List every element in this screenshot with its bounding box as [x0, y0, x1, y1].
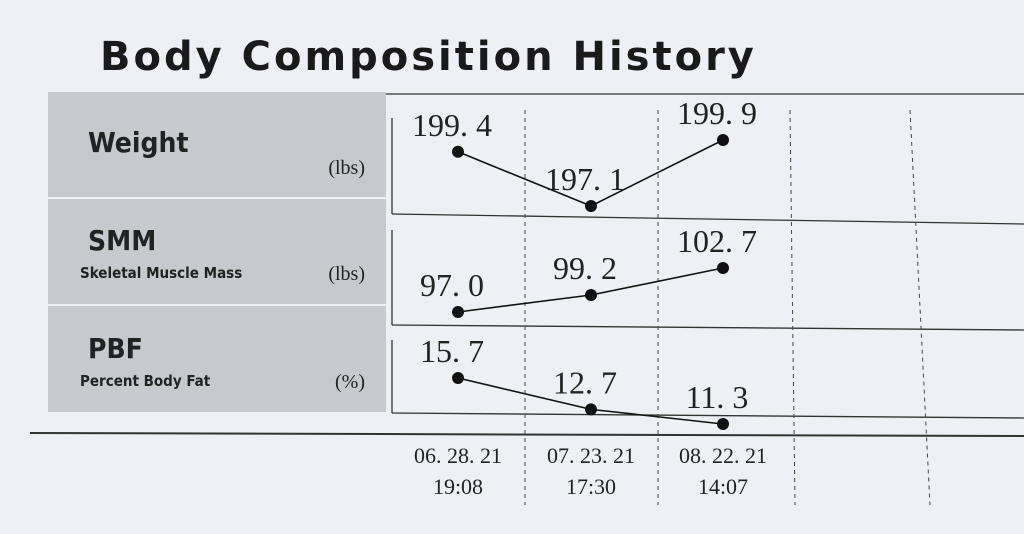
time: 19:08 [433, 474, 483, 499]
data-point [452, 145, 464, 158]
label-panel [48, 92, 386, 412]
data-point [585, 403, 597, 416]
row-label: PBF [88, 332, 143, 365]
data-point [717, 134, 729, 146]
value-label: 99. 2 [553, 250, 617, 286]
value-label: 15. 7 [420, 333, 484, 369]
row-unit: (lbs) [328, 263, 365, 285]
data-point [452, 306, 464, 318]
value-label: 11. 3 [686, 379, 749, 415]
data-point [717, 418, 729, 430]
row-unit: (%) [335, 371, 365, 393]
data-point [585, 289, 597, 302]
time: 17:30 [566, 474, 616, 499]
data-point [585, 200, 597, 212]
value-label: 12. 7 [553, 364, 617, 400]
date: 06. 28. 21 [414, 443, 502, 468]
date: 08. 22. 21 [679, 443, 767, 468]
dashed-dividers [524, 109, 931, 506]
grid [29, 93, 1024, 437]
row-label: SMM [88, 224, 156, 257]
content: Weight (lbs) 199. 4 197. 1 199. 9 SMM Skeletal… [80, 95, 767, 499]
row-sublabel: Skeletal Muscle Mass [80, 264, 242, 282]
data-point [717, 262, 729, 274]
title: Body Composition History [100, 34, 757, 80]
value-label: 199. 4 [412, 107, 492, 143]
row-unit: (lbs) [328, 157, 365, 179]
row-sublabel: Percent Body Fat [80, 372, 211, 390]
value-label: 199. 9 [677, 95, 757, 131]
value-label: 97. 0 [420, 267, 484, 303]
row-label: Weight [88, 126, 189, 159]
data-point [452, 372, 464, 384]
value-label: 197. 1 [545, 161, 625, 197]
date: 07. 23. 21 [547, 443, 635, 468]
value-label: 102. 7 [677, 223, 757, 259]
time: 14:07 [698, 474, 748, 499]
